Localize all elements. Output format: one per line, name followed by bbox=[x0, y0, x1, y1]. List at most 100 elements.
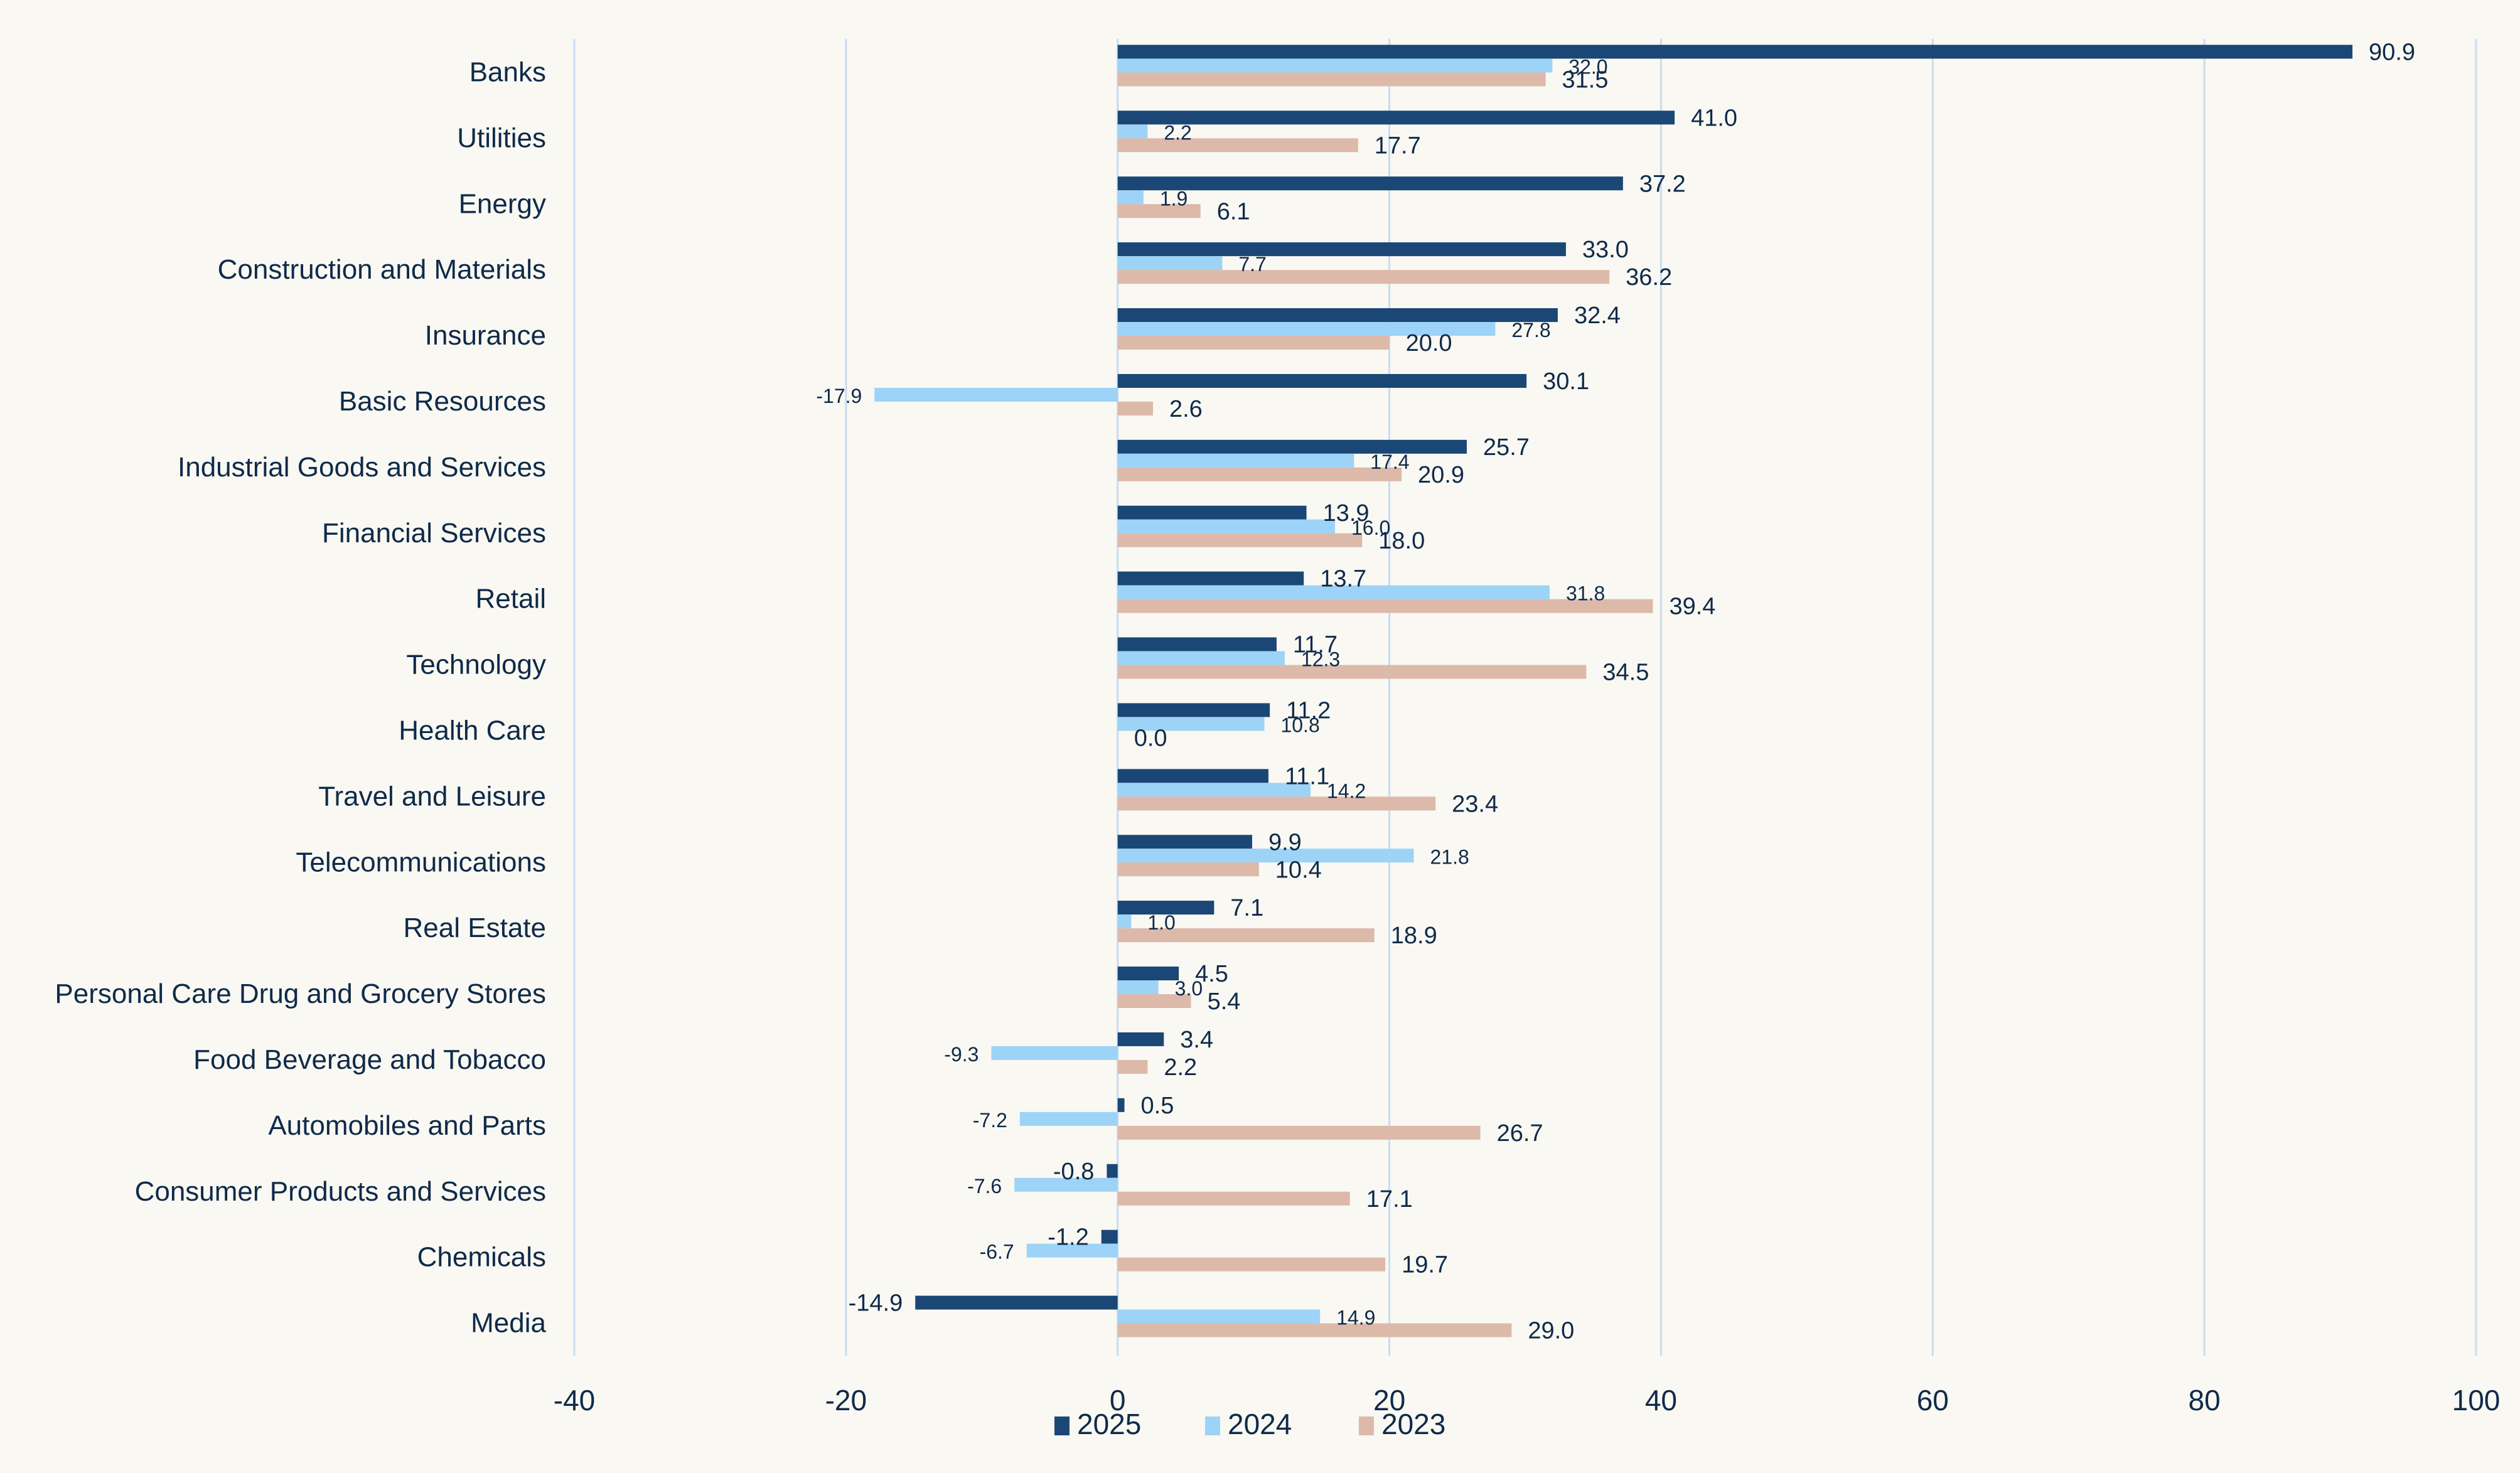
category-label: Automobiles and Parts bbox=[268, 1110, 546, 1141]
data-label: 4.5 bbox=[1195, 961, 1228, 987]
data-label: 18.0 bbox=[1378, 528, 1425, 554]
data-label: 17.1 bbox=[1366, 1186, 1413, 1213]
bar-2023 bbox=[1117, 1059, 1148, 1074]
bar-2023 bbox=[1117, 72, 1546, 87]
x-tick-label: 0 bbox=[1110, 1384, 1126, 1417]
bar-2025 bbox=[1117, 242, 1566, 257]
category-label: Utilities bbox=[457, 122, 546, 153]
x-tick-label: -40 bbox=[554, 1384, 595, 1417]
x-tick-label: 40 bbox=[1645, 1384, 1677, 1417]
data-label: 32.0 bbox=[1568, 55, 1607, 78]
bar-2025 bbox=[1117, 769, 1268, 783]
bar-2025 bbox=[1117, 110, 1675, 125]
data-label: 9.9 bbox=[1268, 829, 1302, 855]
bar-2025 bbox=[1117, 308, 1558, 323]
data-label: 26.7 bbox=[1497, 1120, 1543, 1147]
category-label: Personal Care Drug and Grocery Stores bbox=[55, 978, 546, 1009]
data-label: 21.8 bbox=[1430, 845, 1469, 868]
bar-2024 bbox=[1117, 651, 1285, 665]
bar-2024 bbox=[1117, 453, 1354, 468]
data-label: 39.4 bbox=[1669, 594, 1715, 620]
bar-2025 bbox=[1117, 505, 1307, 520]
data-label: 41.0 bbox=[1691, 105, 1737, 131]
data-label: 7.1 bbox=[1230, 895, 1263, 921]
bar-2025 bbox=[1117, 45, 2353, 59]
bar-2025 bbox=[1117, 571, 1304, 586]
data-label: 31.5 bbox=[1562, 67, 1608, 93]
data-label: 13.7 bbox=[1320, 566, 1366, 592]
data-label: 37.2 bbox=[1639, 171, 1686, 197]
bar-2024 bbox=[1117, 256, 1223, 270]
data-label: 20.9 bbox=[1418, 462, 1464, 488]
data-label: -17.9 bbox=[816, 385, 862, 407]
data-label: -9.3 bbox=[944, 1043, 979, 1066]
bar-2023 bbox=[1117, 467, 1402, 481]
bar-2025 bbox=[1117, 901, 1214, 915]
data-label: -0.8 bbox=[1053, 1159, 1094, 1185]
bar-2024 bbox=[1117, 190, 1144, 205]
data-label: -7.2 bbox=[973, 1109, 1007, 1132]
bar-2023 bbox=[1117, 1257, 1386, 1272]
data-label: 18.9 bbox=[1391, 923, 1437, 949]
category-label: Basic Resources bbox=[339, 386, 546, 417]
category-label: Banks bbox=[469, 56, 546, 87]
x-axis-ticks: -40 -20 0 20 40 60 80 100 bbox=[554, 1384, 2501, 1417]
data-label: 31.8 bbox=[1566, 582, 1605, 605]
bar-2024 bbox=[1117, 914, 1132, 929]
data-label: 10.4 bbox=[1275, 857, 1322, 883]
bar-2023 bbox=[1117, 401, 1153, 415]
data-label: 36.2 bbox=[1626, 264, 1672, 291]
data-label: 34.5 bbox=[1602, 660, 1649, 686]
data-label: 90.9 bbox=[2369, 39, 2415, 65]
bar-2023 bbox=[1117, 204, 1201, 218]
bar-2023 bbox=[1117, 599, 1653, 613]
x-tick-label: 100 bbox=[2452, 1384, 2501, 1417]
bar-2023 bbox=[1117, 336, 1390, 350]
bar-2024 bbox=[1117, 980, 1159, 995]
data-label: 19.7 bbox=[1402, 1252, 1448, 1278]
category-label: Real Estate bbox=[404, 913, 546, 943]
legend-label-2024: 2024 bbox=[1228, 1408, 1292, 1440]
bars bbox=[874, 45, 2353, 1337]
bar-2023 bbox=[1117, 796, 1436, 811]
data-label: 32.4 bbox=[1574, 303, 1621, 329]
category-label: Insurance bbox=[425, 320, 546, 351]
category-label: Retail bbox=[476, 584, 547, 614]
bar-2025 bbox=[1101, 1229, 1118, 1244]
bar-2025 bbox=[1117, 703, 1270, 717]
data-label: 2.6 bbox=[1169, 396, 1203, 422]
bar-2024 bbox=[1117, 849, 1414, 863]
data-label: 7.7 bbox=[1238, 253, 1266, 276]
category-label: Chemicals bbox=[417, 1242, 546, 1273]
data-label: 25.7 bbox=[1483, 434, 1530, 461]
bar-2025 bbox=[915, 1295, 1118, 1310]
category-label: Health Care bbox=[399, 715, 546, 746]
data-label: 3.4 bbox=[1180, 1027, 1213, 1053]
data-label: 23.4 bbox=[1452, 791, 1498, 817]
legend: 2025 2024 2023 bbox=[1054, 1408, 1445, 1440]
data-label: 2.2 bbox=[1164, 121, 1191, 144]
data-label: 6.1 bbox=[1217, 198, 1250, 225]
bar-2023 bbox=[1117, 928, 1375, 943]
bar-2025 bbox=[1117, 967, 1179, 981]
legend-label-2025: 2025 bbox=[1077, 1408, 1141, 1440]
bar-2025 bbox=[1107, 1164, 1118, 1178]
data-label: 13.9 bbox=[1323, 500, 1370, 527]
category-label: Travel and Leisure bbox=[318, 781, 546, 811]
data-label: 0.0 bbox=[1134, 725, 1167, 751]
data-label: -7.6 bbox=[967, 1175, 1002, 1197]
category-label: Construction and Materials bbox=[218, 254, 546, 285]
bar-2024 bbox=[1117, 1309, 1321, 1324]
data-label: 11.1 bbox=[1285, 763, 1329, 790]
x-tick-label: 20 bbox=[1373, 1384, 1405, 1417]
data-label: 11.2 bbox=[1286, 697, 1331, 724]
bar-2025 bbox=[1117, 176, 1623, 191]
category-labels: Banks Utilities Energy Construction and Mat… bbox=[55, 56, 546, 1338]
data-label: -1.2 bbox=[1048, 1224, 1088, 1251]
data-label: -14.9 bbox=[849, 1290, 903, 1317]
bar-2023 bbox=[1117, 665, 1587, 679]
bar-2023 bbox=[1117, 994, 1191, 1009]
data-label: 1.9 bbox=[1160, 187, 1188, 210]
